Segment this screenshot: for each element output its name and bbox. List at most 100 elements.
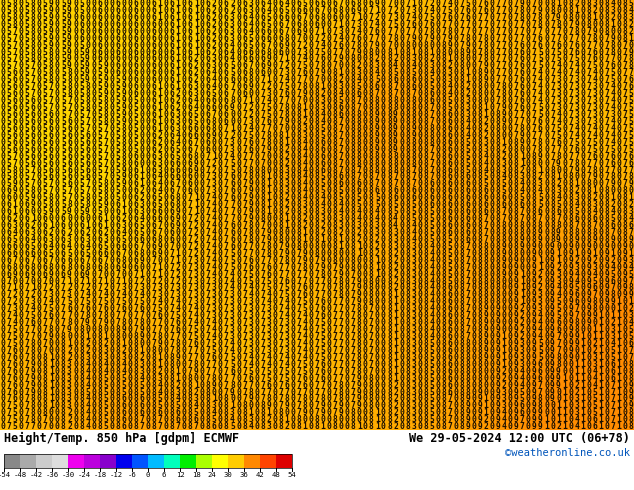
Text: 7: 7 (79, 304, 84, 313)
Text: 7: 7 (260, 297, 265, 306)
Text: 2: 2 (538, 276, 543, 286)
Text: 4: 4 (212, 200, 217, 209)
Text: 3: 3 (628, 13, 633, 22)
Text: 0: 0 (489, 20, 495, 29)
Text: 5: 5 (25, 138, 30, 147)
Text: 3: 3 (556, 186, 561, 196)
Text: 4: 4 (49, 242, 54, 251)
Text: 0: 0 (236, 103, 241, 112)
Text: 0: 0 (616, 242, 621, 251)
Text: 8: 8 (387, 186, 392, 196)
Text: 0: 0 (562, 200, 567, 209)
Text: 5: 5 (465, 0, 470, 8)
Text: 7: 7 (477, 61, 482, 71)
Text: 1: 1 (266, 207, 271, 216)
Text: 0: 0 (145, 284, 150, 293)
Text: 6: 6 (176, 408, 181, 417)
Text: 8: 8 (333, 145, 337, 154)
Text: 0: 0 (623, 367, 628, 376)
Text: 7: 7 (79, 284, 84, 293)
Text: 7: 7 (230, 200, 235, 209)
Text: 0: 0 (73, 131, 78, 140)
Text: -6: -6 (127, 472, 136, 478)
Text: 0: 0 (562, 346, 567, 355)
Text: 2: 2 (230, 6, 235, 15)
Text: 8: 8 (115, 346, 120, 355)
Text: 5: 5 (158, 193, 162, 202)
Text: 0: 0 (399, 110, 404, 119)
Text: 8: 8 (501, 96, 507, 105)
Text: 8: 8 (405, 131, 410, 140)
Text: 8: 8 (333, 82, 337, 91)
Text: 0: 0 (290, 346, 295, 355)
Text: 0: 0 (91, 34, 96, 43)
Text: 9: 9 (574, 235, 579, 244)
Text: 1: 1 (266, 193, 271, 202)
Text: 5: 5 (61, 131, 66, 140)
Text: 8: 8 (568, 172, 573, 181)
Text: 0: 0 (272, 117, 277, 126)
Text: 0: 0 (526, 228, 531, 237)
Text: 0: 0 (182, 159, 186, 168)
Text: 5: 5 (266, 284, 271, 293)
Text: 0: 0 (544, 242, 549, 251)
Text: 0: 0 (1, 75, 6, 84)
Text: 7: 7 (477, 0, 482, 8)
Text: 6: 6 (242, 6, 247, 15)
Text: 7: 7 (501, 207, 507, 216)
Text: 0: 0 (139, 117, 145, 126)
Text: 2: 2 (285, 145, 289, 154)
Text: 0: 0 (218, 200, 223, 209)
Text: 5: 5 (49, 249, 54, 258)
Text: 8: 8 (387, 124, 392, 133)
Text: 0: 0 (290, 48, 295, 56)
Text: 4: 4 (628, 318, 633, 327)
Text: 2: 2 (538, 284, 543, 293)
Text: 0: 0 (375, 353, 380, 362)
Text: 4: 4 (465, 117, 470, 126)
Text: 0: 0 (544, 103, 549, 112)
Text: 0: 0 (327, 242, 332, 251)
Text: 6: 6 (115, 27, 120, 36)
Text: 1: 1 (13, 207, 18, 216)
Text: 0: 0 (145, 20, 150, 29)
Text: 0: 0 (598, 110, 603, 119)
Text: 0: 0 (18, 124, 23, 133)
Text: 8: 8 (61, 416, 66, 424)
Text: 0: 0 (109, 117, 114, 126)
Text: 5: 5 (611, 69, 616, 77)
Text: 0: 0 (272, 325, 277, 334)
Text: 7: 7 (550, 48, 555, 56)
Text: 6: 6 (152, 61, 157, 71)
Text: 7: 7 (532, 34, 537, 43)
Text: 4: 4 (411, 13, 416, 22)
Text: 0: 0 (236, 151, 241, 161)
Text: 8: 8 (133, 388, 138, 396)
Text: 0: 0 (109, 96, 114, 105)
Text: 1: 1 (574, 367, 579, 376)
Text: 5: 5 (592, 276, 597, 286)
Text: 0: 0 (345, 151, 349, 161)
Text: 0: 0 (508, 249, 513, 258)
Text: 0: 0 (272, 48, 277, 56)
Text: 0: 0 (73, 325, 78, 334)
Text: 6: 6 (13, 110, 18, 119)
Text: 8: 8 (405, 291, 410, 299)
Text: 8: 8 (333, 200, 337, 209)
Text: 7: 7 (206, 339, 210, 348)
Text: 4: 4 (212, 82, 217, 91)
Text: 1: 1 (598, 311, 603, 320)
Text: 0: 0 (417, 291, 422, 299)
Text: 5: 5 (6, 48, 11, 56)
Text: 0: 0 (363, 13, 368, 22)
Text: 0: 0 (580, 20, 585, 29)
Text: 9: 9 (375, 0, 380, 8)
Text: 0: 0 (212, 138, 217, 147)
Text: 8: 8 (61, 388, 66, 396)
Text: 0: 0 (309, 89, 313, 98)
Text: 2: 2 (194, 214, 198, 223)
Text: 0: 0 (508, 82, 513, 91)
Text: 7: 7 (339, 311, 344, 320)
Text: 6: 6 (133, 41, 138, 49)
Text: 0: 0 (417, 54, 422, 64)
